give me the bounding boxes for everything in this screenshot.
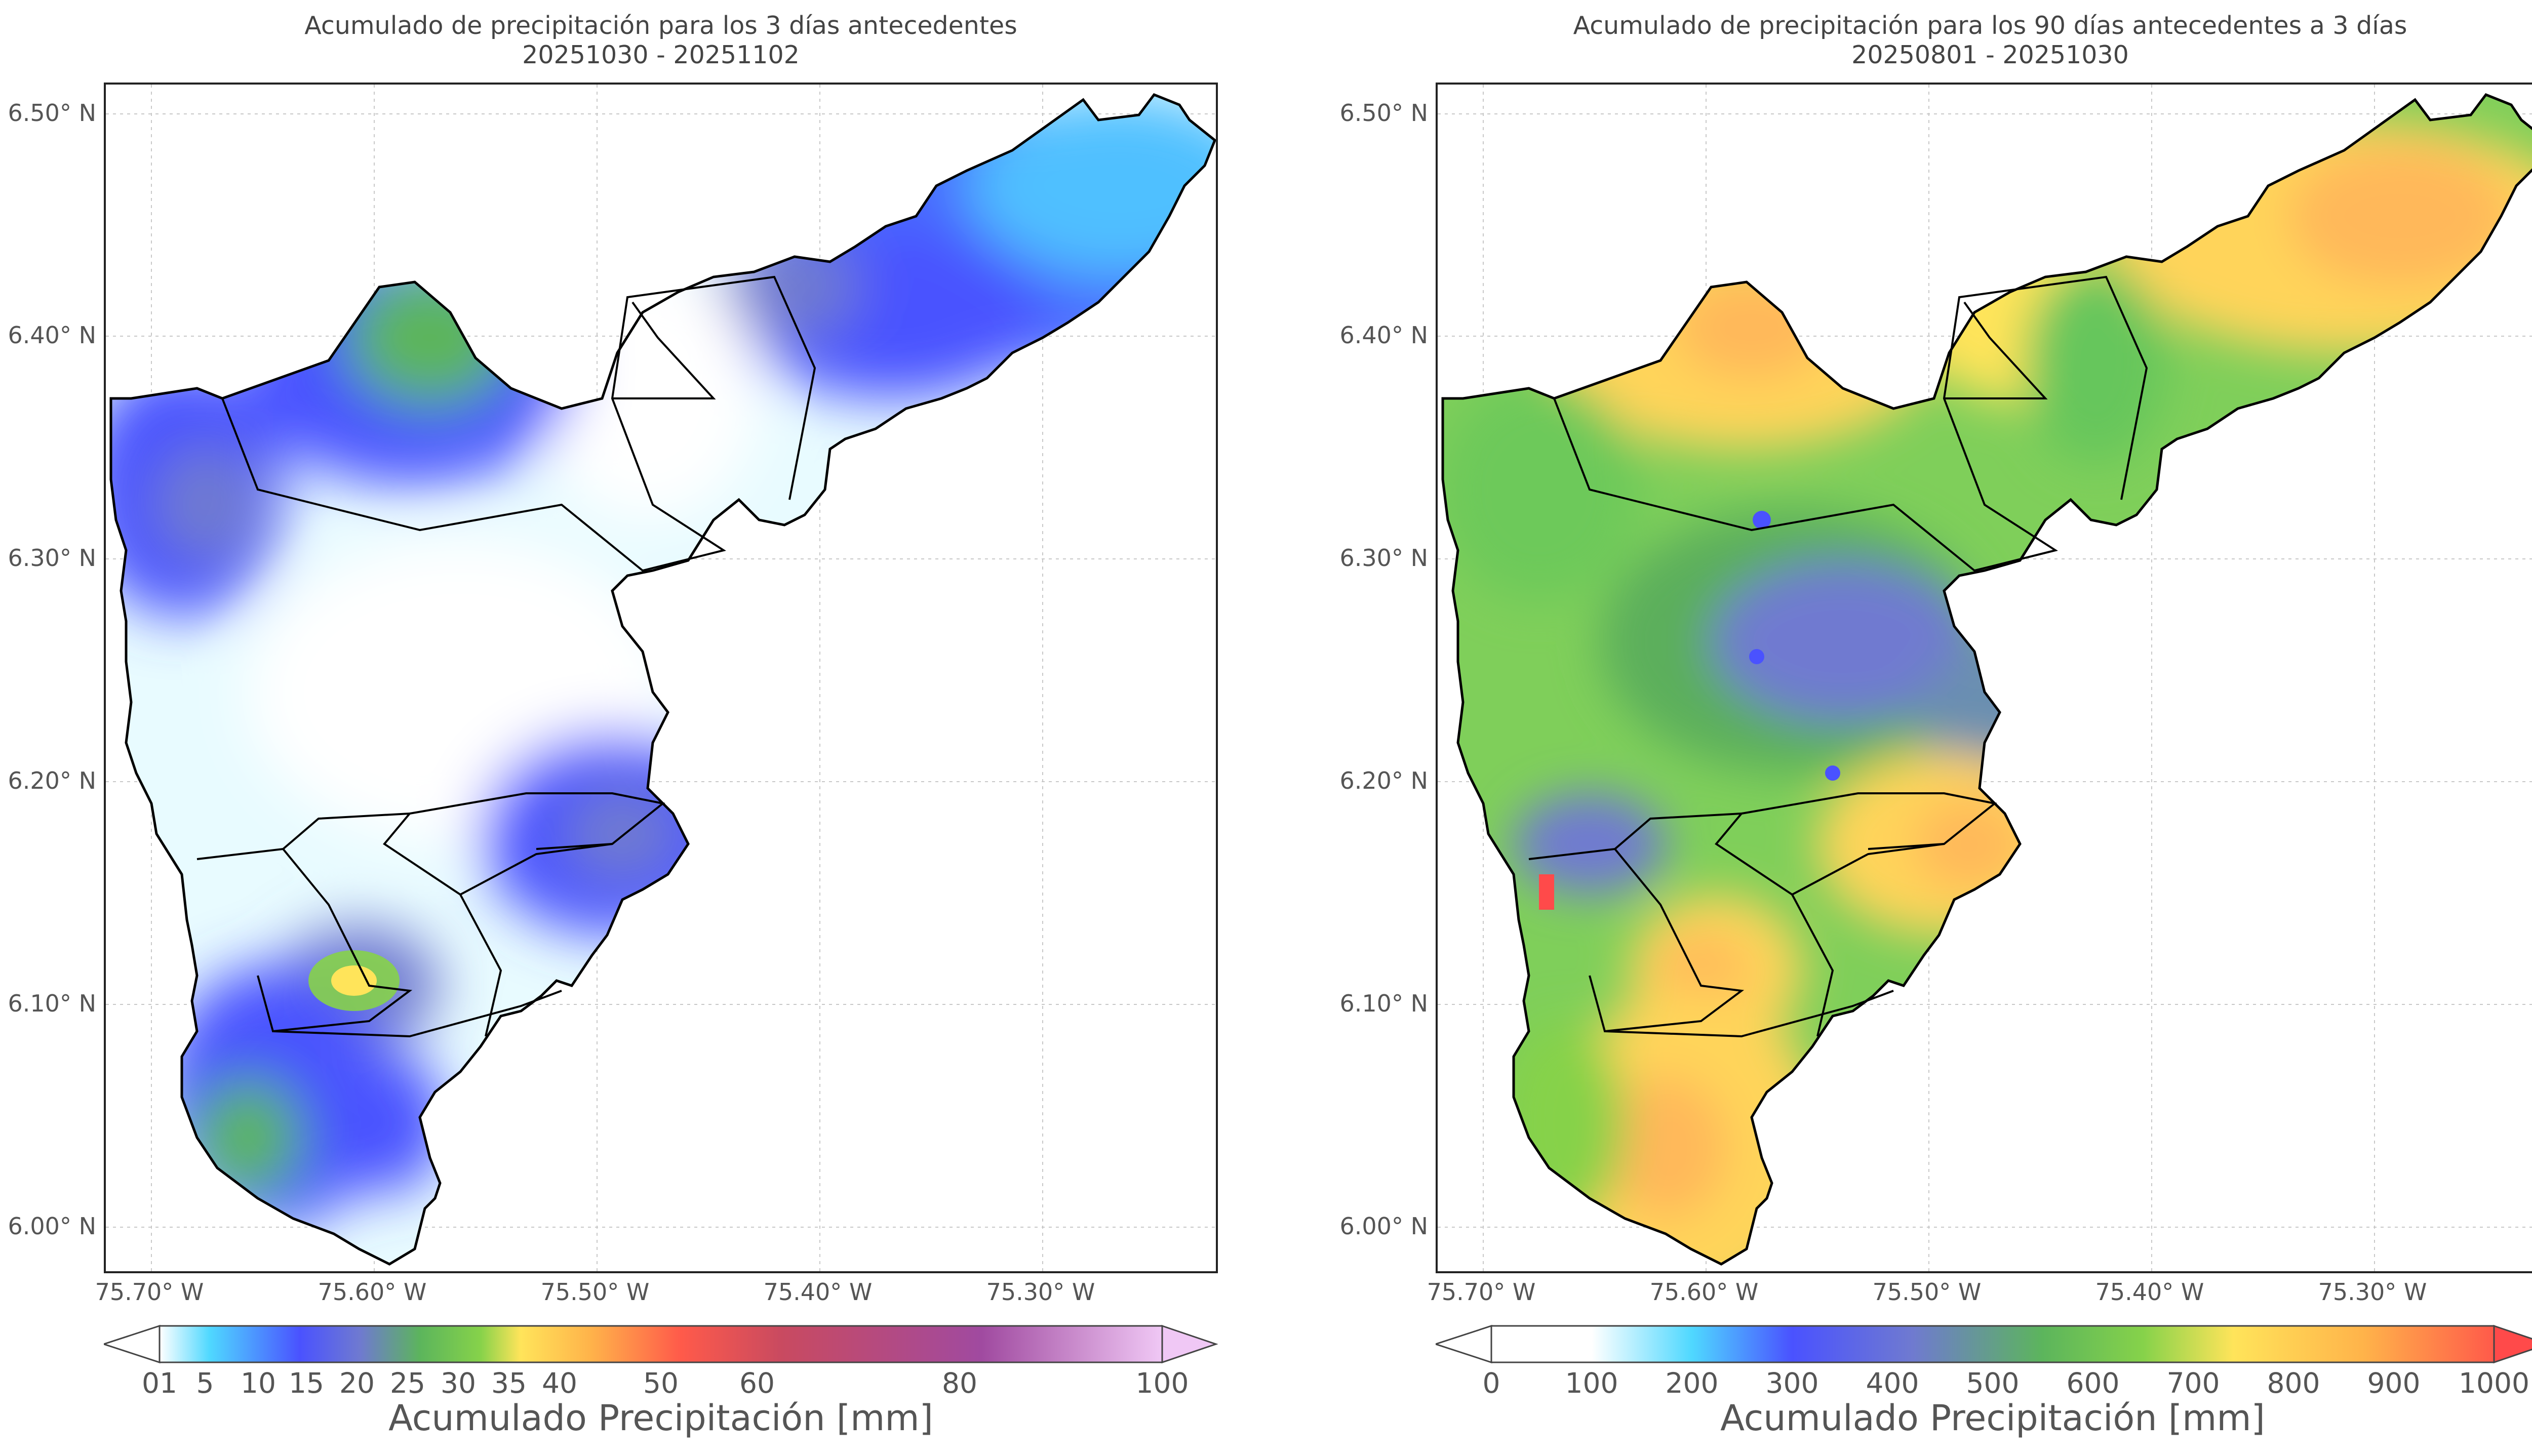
left-cb-tick-60: 60 <box>739 1367 775 1399</box>
left-cb-tick-5: 5 <box>196 1367 214 1399</box>
right-subbasin-lines <box>1528 275 2148 1038</box>
right-cb-tick-500: 500 <box>1966 1367 2020 1399</box>
left-title-line1: Acumulado de precipitación para los 3 dí… <box>304 11 1017 40</box>
right-cb-tick-0: 0 <box>1482 1367 1500 1399</box>
right-boundary-outline <box>1441 93 2532 1266</box>
left-map <box>106 85 1216 1271</box>
right-lon-75-40: 75.40° W <box>2095 1278 2204 1306</box>
right-cb-tick-100: 100 <box>1565 1367 1618 1399</box>
right-lon-75-50: 75.50° W <box>1872 1278 1982 1306</box>
right-title-line2: 20250801 - 20251030 <box>1851 41 2129 69</box>
right-colorbar <box>1433 1324 2532 1364</box>
right-cb-tick-300: 300 <box>1765 1367 1819 1399</box>
left-colorbar-ramp <box>159 1325 1163 1363</box>
right-lon-75-30: 75.30° W <box>2318 1278 2427 1306</box>
left-lat-6-20: 6.20° N <box>8 767 96 794</box>
left-cb-tick-15: 15 <box>289 1367 324 1399</box>
left-cb-tick-40: 40 <box>542 1367 577 1399</box>
right-colorbar-label: Acumulado Precipitación [mm] <box>1720 1397 2265 1439</box>
left-lon-75-70: 75.70° W <box>95 1278 204 1306</box>
left-cb-tick-100: 100 <box>1135 1367 1189 1399</box>
left-colorbar-max-extend <box>1161 1324 1218 1364</box>
right-map <box>1438 85 2532 1271</box>
left-boundary-outline <box>109 93 1216 1266</box>
left-map-frame[interactable] <box>104 83 1218 1273</box>
left-subbasin-lines <box>196 275 816 1038</box>
left-lat-6-30: 6.30° N <box>8 544 96 572</box>
left-cb-tick-80: 80 <box>942 1367 977 1399</box>
left-cb-tick-10: 10 <box>241 1367 276 1399</box>
right-map-frame[interactable] <box>1436 83 2532 1273</box>
right-lat-6-40: 6.40° N <box>1339 321 1428 349</box>
left-cb-tick-01: 01 <box>142 1367 177 1399</box>
right-cb-tick-400: 400 <box>1866 1367 1919 1399</box>
right-cb-tick-700: 700 <box>2166 1367 2220 1399</box>
left-lat-6-00: 6.00° N <box>8 1212 96 1240</box>
right-panel-title: Acumulado de precipitación para los 90 d… <box>1436 11 2532 70</box>
left-cb-tick-25: 25 <box>390 1367 425 1399</box>
right-lon-75-70: 75.70° W <box>1427 1278 1536 1306</box>
left-lat-6-50: 6.50° N <box>8 99 96 127</box>
left-panel-title: Acumulado de precipitación para los 3 dí… <box>106 11 1215 70</box>
left-lon-75-30: 75.30° W <box>986 1278 1095 1306</box>
left-colorbar-min-extend <box>101 1324 161 1364</box>
left-precip-field <box>111 95 1215 1264</box>
right-cb-tick-800: 800 <box>2267 1367 2320 1399</box>
right-lat-6-50: 6.50° N <box>1339 99 1428 127</box>
left-lon-75-40: 75.40° W <box>763 1278 873 1306</box>
left-cb-tick-50: 50 <box>643 1367 679 1399</box>
right-cb-tick-900: 900 <box>2367 1367 2421 1399</box>
right-precip-field <box>1443 95 2532 1264</box>
right-cb-tick-600: 600 <box>2066 1367 2120 1399</box>
left-lon-75-50: 75.50° W <box>540 1278 650 1306</box>
left-colorbar <box>101 1324 1218 1364</box>
left-lon-75-60: 75.60° W <box>318 1278 427 1306</box>
right-lat-6-00: 6.00° N <box>1339 1212 1428 1240</box>
right-title-line1: Acumulado de precipitación para los 90 d… <box>1573 11 2407 40</box>
right-colorbar-max-extend <box>2493 1324 2532 1364</box>
left-title-line2: 20251030 - 20251102 <box>522 41 800 69</box>
right-colorbar-svg <box>1433 1324 2532 1364</box>
right-lon-75-60: 75.60° W <box>1649 1278 1759 1306</box>
left-cb-tick-30: 30 <box>441 1367 476 1399</box>
right-cb-tick-200: 200 <box>1665 1367 1719 1399</box>
right-lat-6-30: 6.30° N <box>1339 544 1428 572</box>
right-lat-6-10: 6.10° N <box>1339 990 1428 1017</box>
left-lat-6-10: 6.10° N <box>8 990 96 1017</box>
left-cb-tick-20: 20 <box>339 1367 375 1399</box>
left-colorbar-label: Acumulado Precipitación [mm] <box>388 1397 933 1439</box>
right-colorbar-ramp <box>1490 1325 2495 1363</box>
left-lat-6-40: 6.40° N <box>8 321 96 349</box>
right-lat-6-20: 6.20° N <box>1339 767 1428 794</box>
left-colorbar-svg <box>101 1324 1218 1364</box>
right-colorbar-min-extend <box>1433 1324 1492 1364</box>
left-cb-tick-35: 35 <box>491 1367 527 1399</box>
right-cb-tick-1000: 1000 <box>2459 1367 2529 1399</box>
